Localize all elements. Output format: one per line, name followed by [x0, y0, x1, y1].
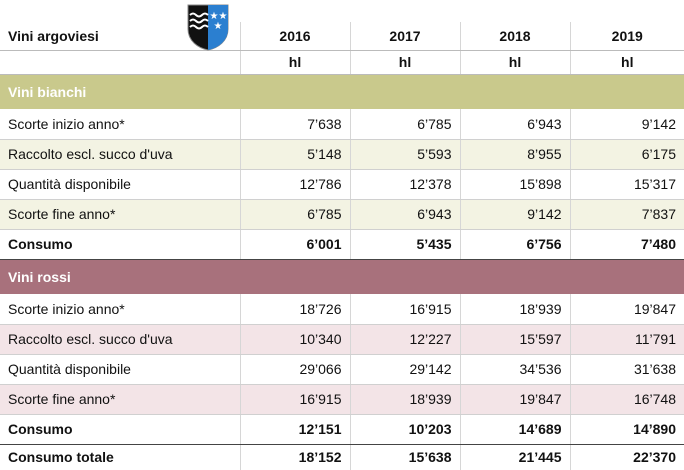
value-cell: 7’638 [239, 109, 350, 140]
data-row: Consumo 6’001 5’435 6’756 7’480 [0, 229, 684, 260]
value-cell: 5’148 [239, 139, 350, 170]
value-cell: 18’726 [239, 294, 350, 325]
value-cell: 18’939 [349, 384, 460, 415]
value-cell: 16’915 [349, 294, 460, 325]
header-row: Vini argoviesi 2016 2017 2018 2019 [0, 22, 684, 51]
data-row: Quantità disponibile 12’786 12’378 15’898 15… [0, 169, 684, 200]
coat-of-arms: ★ ★★ [187, 4, 229, 51]
row-label: Raccolto escl. succo d'uva [0, 139, 240, 170]
year-header: 2017 [349, 22, 460, 51]
section-title: Vini bianchi [0, 74, 684, 109]
value-cell: 31’638 [569, 354, 684, 385]
value-cell: 29’066 [239, 354, 350, 385]
row-label: Scorte inizio anno* [0, 294, 240, 325]
value-cell: 34’536 [459, 354, 570, 385]
value-cell: 10’340 [239, 324, 350, 355]
year-header: 2016 [239, 22, 350, 51]
row-label: Scorte inizio anno* [0, 109, 240, 140]
data-row: Consumo 12’151 10’203 14’689 14’890 [0, 414, 684, 445]
value-cell: 5’593 [349, 139, 460, 170]
unit-header: hl [349, 50, 460, 75]
value-cell: 21’445 [459, 444, 570, 470]
row-label: Quantità disponibile [0, 169, 240, 200]
unit-header: hl [459, 50, 570, 75]
section-title: Vini rossi [0, 259, 684, 294]
section-row: Vini bianchi [0, 74, 684, 109]
value-cell: 11’791 [569, 324, 684, 355]
blank-cell [0, 50, 240, 75]
value-cell: 14’890 [569, 414, 684, 445]
row-label: Scorte fine anno* [0, 384, 240, 415]
value-cell: 5’435 [349, 229, 460, 260]
value-cell: 9’142 [569, 109, 684, 140]
value-cell: 15’597 [459, 324, 570, 355]
row-label: Scorte fine anno* [0, 199, 240, 230]
value-cell: 10’203 [349, 414, 460, 445]
value-cell: 16’748 [569, 384, 684, 415]
unit-header: hl [239, 50, 350, 75]
value-cell: 12’227 [349, 324, 460, 355]
value-cell: 29’142 [349, 354, 460, 385]
value-cell: 16’915 [239, 384, 350, 415]
value-cell: 6’943 [459, 109, 570, 140]
value-cell: 6’785 [349, 109, 460, 140]
svg-text:★: ★ [219, 11, 228, 22]
wine-table: Vini argoviesi 2016 2017 2018 2019 hl hl hl hl Vi… [0, 22, 684, 470]
value-cell: 19’847 [569, 294, 684, 325]
value-cell: 18’939 [459, 294, 570, 325]
table-wrap: Vini argoviesi 2016 2017 2018 2019 hl hl hl hl Vi… [0, 22, 684, 470]
value-cell: 8’955 [459, 139, 570, 170]
unit-header: hl [569, 50, 684, 75]
svg-text:★: ★ [214, 21, 223, 32]
value-cell: 15’638 [349, 444, 460, 470]
data-row: Raccolto escl. succo d'uva 10’340 12’227 15… [0, 324, 684, 355]
value-cell: 6’756 [459, 229, 570, 260]
value-cell: 7’480 [569, 229, 684, 260]
row-label: Consumo totale [8, 449, 114, 466]
value-cell: 22’370 [569, 444, 684, 470]
section-row: Vini rossi [0, 259, 684, 294]
row-label: Consumo [0, 229, 240, 260]
value-cell: 15’898 [459, 169, 570, 200]
svg-text:★: ★ [210, 11, 219, 22]
value-cell: 12’786 [239, 169, 350, 200]
value-cell: 6’001 [239, 229, 350, 260]
year-header: 2019 [569, 22, 684, 51]
data-row: Quantità disponibile 29’066 29’142 34’536 31… [0, 354, 684, 385]
value-cell: 12’151 [239, 414, 350, 445]
data-row: Raccolto escl. succo d'uva 5’148 5’593 8’95… [0, 139, 684, 170]
value-cell: 6’175 [569, 139, 684, 170]
row-label: Quantità disponibile [0, 354, 240, 385]
data-row: Scorte inizio anno* 18’726 16’915 18’939 19’… [0, 294, 684, 325]
data-row: Scorte fine anno* 6’785 6’943 9’142 7’837 [0, 199, 684, 230]
value-cell: 18’152 [239, 444, 350, 470]
total-row: Consumo totale 18’152 15’638 21’445 22’370 [0, 444, 684, 470]
unit-row: hl hl hl hl [0, 50, 684, 75]
value-cell: 19’847 [459, 384, 570, 415]
row-label: Raccolto escl. succo d'uva [0, 324, 240, 355]
value-cell: 6’785 [239, 199, 350, 230]
data-row: Scorte fine anno* 16’915 18’939 19’847 16’74… [0, 384, 684, 415]
value-cell: 14’689 [459, 414, 570, 445]
value-cell: 15’317 [569, 169, 684, 200]
data-row: Scorte inizio anno* 7’638 6’785 6’943 9’142 [0, 109, 684, 140]
value-cell: 12’378 [349, 169, 460, 200]
value-cell: 9’142 [459, 199, 570, 230]
table-body: Vini argoviesi 2016 2017 2018 2019 hl hl hl hl Vi… [0, 22, 684, 470]
row-label: Consumo [0, 414, 240, 445]
value-cell: 7’837 [569, 199, 684, 230]
year-header: 2018 [459, 22, 570, 51]
value-cell: 6’943 [349, 199, 460, 230]
